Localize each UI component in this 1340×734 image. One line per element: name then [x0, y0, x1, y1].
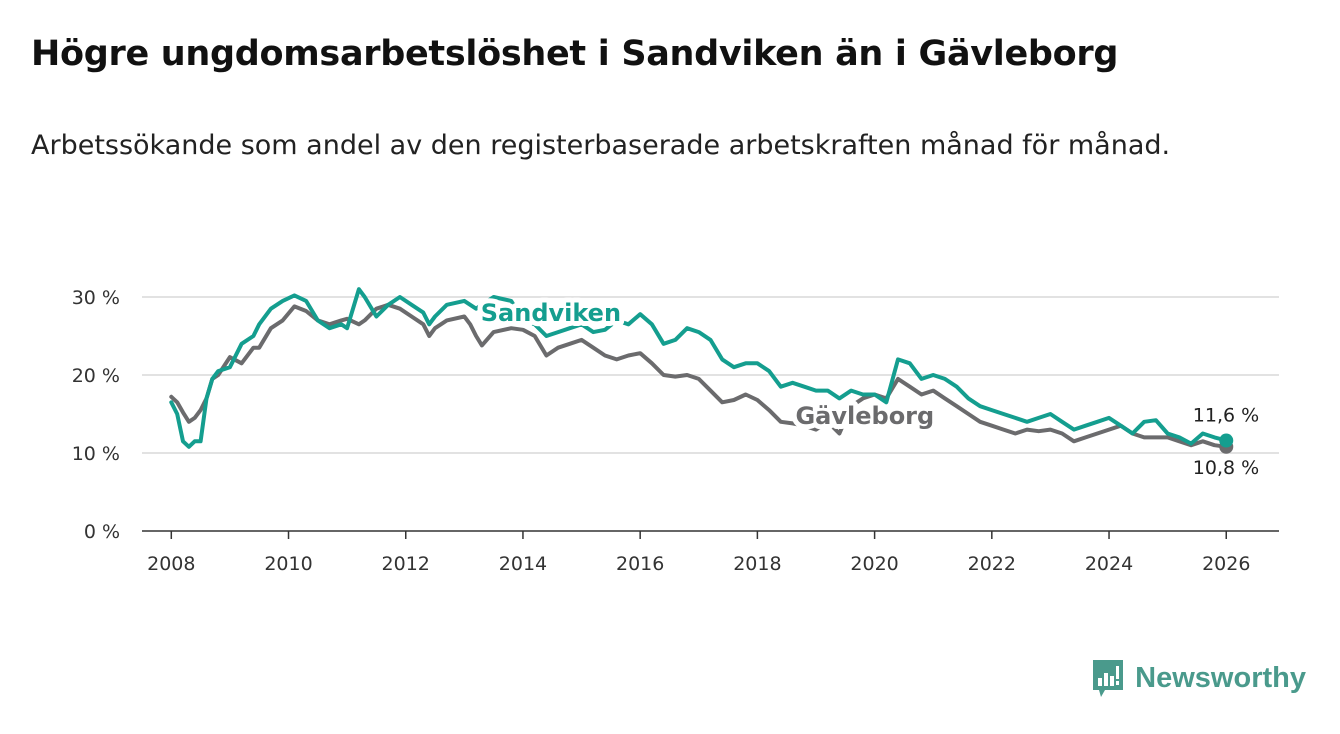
x-tick-label: 2026 — [1202, 553, 1250, 575]
chart-subtitle: Arbetssökande som andel av den registerb… — [31, 130, 1171, 161]
series-label-gävleborg: Gävleborg — [795, 402, 934, 430]
end-value-label-sandviken: 11,6 % — [1193, 405, 1259, 427]
y-tick-label: 10 % — [72, 443, 120, 465]
y-axis-ticks: 0 % 10 % 20 % 30 % — [72, 287, 120, 543]
chart-title: Högre ungdomsarbetslöshet i Sandviken än… — [31, 34, 1119, 74]
series-lines — [169, 287, 1234, 454]
x-tick-label: 2020 — [850, 553, 898, 575]
x-tick-label: 2010 — [264, 553, 312, 575]
series-labels: Sandviken Gävleborg 11,6 % 10,8 % — [476, 294, 1259, 479]
series-label-sandviken: Sandviken — [481, 299, 621, 327]
x-tick-label: 2014 — [499, 553, 547, 575]
brand-name: Newsworthy — [1135, 661, 1306, 694]
x-tick-label: 2024 — [1085, 553, 1133, 575]
x-tick-label: 2018 — [733, 553, 781, 575]
x-tick-label: 2012 — [382, 553, 430, 575]
end-value-label-gävleborg: 10,8 % — [1193, 457, 1259, 479]
x-tick-label: 2022 — [968, 553, 1016, 575]
y-tick-label: 20 % — [72, 365, 120, 387]
y-tick-label: 30 % — [72, 287, 120, 309]
x-tick-label: 2016 — [616, 553, 664, 575]
y-tick-label: 0 % — [84, 521, 120, 543]
newsworthy-brand: Newsworthy — [1091, 658, 1306, 698]
series-line-gävleborg — [169, 302, 1229, 449]
end-marker-sandviken — [1219, 433, 1234, 448]
x-tick-label: 2008 — [147, 553, 195, 575]
series-line-sandviken — [169, 287, 1229, 449]
newsworthy-logo-icon — [1093, 660, 1124, 697]
x-axis-ticks: 2008 2010 2012 2014 2016 2018 2020 2022 2024 2026 — [147, 531, 1250, 575]
gridlines — [142, 296, 1279, 454]
